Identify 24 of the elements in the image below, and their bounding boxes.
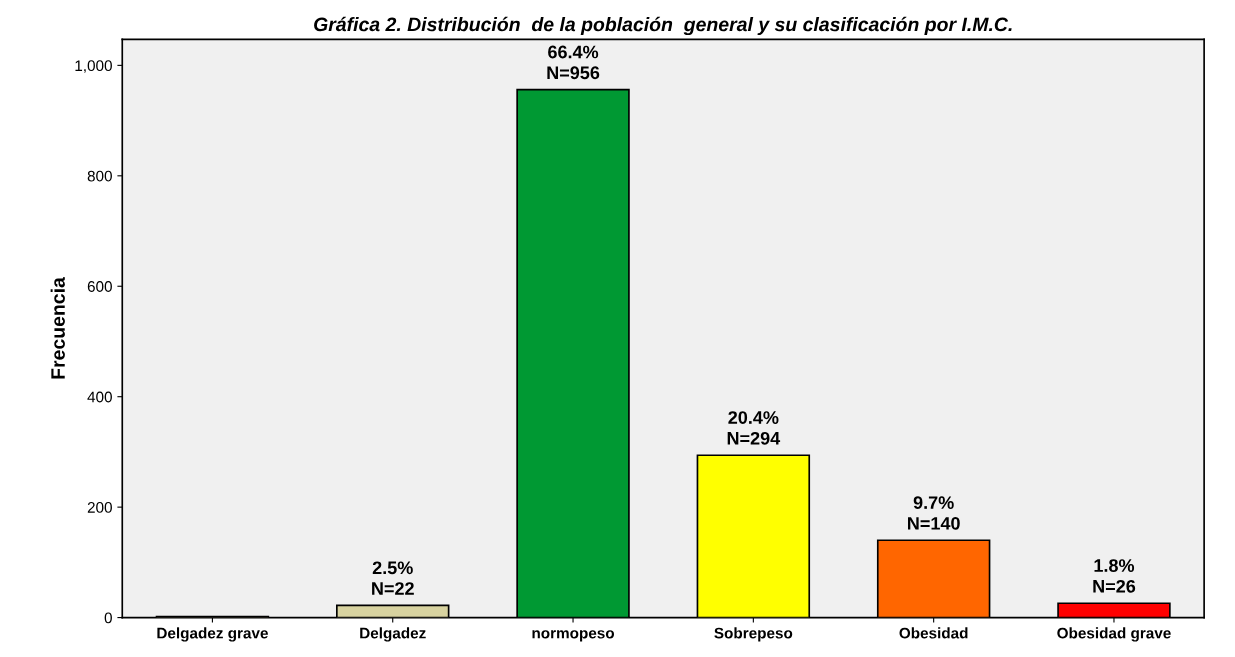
y-axis-title: Frecuencia	[50, 277, 65, 379]
y-tick-label: 1,000	[75, 60, 112, 73]
x-tick-label: normopeso	[532, 630, 615, 642]
data-label: 9.7% N=140	[908, 496, 960, 530]
bar	[516, 88, 630, 618]
x-tick-label: Delgadez	[360, 627, 426, 642]
x-tick-label: Delgadez grave	[157, 627, 268, 642]
y-tick-label: 0	[104, 612, 112, 624]
data-label: 20.4% N=294	[727, 411, 781, 445]
bar	[1057, 602, 1171, 618]
x-tick-label: Obesidad grave	[1057, 627, 1171, 642]
x-tick-label: Sobrepeso	[714, 627, 793, 642]
bar	[696, 454, 811, 618]
data-label: 66.4% N=956	[547, 45, 600, 80]
chart-title: Gráfica 2. Distribución de la población general y su clasificación por I.M.C.	[314, 16, 1012, 36]
y-tick-label: 600	[87, 281, 112, 292]
data-label: 1.8% N=26	[1093, 559, 1136, 593]
x-tick-label: Obesidad	[899, 627, 968, 639]
bar	[876, 539, 991, 618]
y-tick-label: 800	[87, 170, 112, 182]
y-tick-label: 200	[87, 502, 112, 513]
bar	[335, 604, 450, 618]
data-label: 2.5% N=22	[372, 561, 414, 595]
y-tick-label: 400	[87, 391, 112, 403]
